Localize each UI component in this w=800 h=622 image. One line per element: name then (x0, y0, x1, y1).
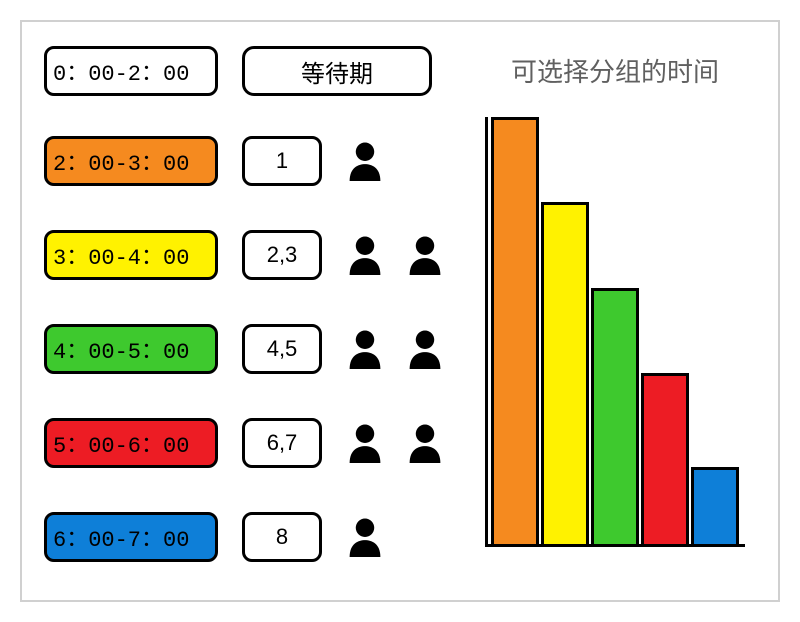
slot-row: 2：00-3：00 1 (44, 124, 474, 198)
left-column: 0：00-2：00 等待期 2：00-3：00 1 3：00-4：00 2,3 4：00… (44, 46, 474, 576)
chart-bar (691, 467, 739, 544)
person-icon (346, 235, 384, 275)
content-row: 0：00-2：00 等待期 2：00-3：00 1 3：00-4：00 2,3 4：00… (44, 46, 756, 576)
slot-value-pill: 1 (242, 136, 322, 186)
slot-people-icons (346, 329, 444, 369)
right-column: 可选择分组的时间 (474, 46, 756, 576)
chart-bar (591, 288, 639, 544)
person-icon (346, 517, 384, 557)
slot-value-pill: 4,5 (242, 324, 322, 374)
slot-value-pill: 8 (242, 512, 322, 562)
slot-time-pill: 2：00-3：00 (44, 136, 218, 186)
person-icon (406, 235, 444, 275)
chart-bar (491, 117, 539, 544)
slot-value-pill: 2,3 (242, 230, 322, 280)
person-icon (406, 329, 444, 369)
header-time-pill: 0：00-2：00 (44, 46, 218, 96)
slot-people-icons (346, 517, 384, 557)
slot-time-pill: 4：00-5：00 (44, 324, 218, 374)
chart-bar (541, 202, 589, 544)
slot-people-icons (346, 423, 444, 463)
slot-row: 4：00-5：00 4,5 (44, 312, 474, 386)
panel-frame: 0：00-2：00 等待期 2：00-3：00 1 3：00-4：00 2,3 4：00… (20, 20, 780, 602)
header-row: 0：00-2：00 等待期 (44, 46, 474, 96)
slot-time-pill: 5：00-6：00 (44, 418, 218, 468)
chart-bar (641, 373, 689, 544)
person-icon (346, 141, 384, 181)
person-icon (346, 423, 384, 463)
chart-title: 可选择分组的时间 (511, 52, 719, 89)
slot-time-pill: 6：00-7：00 (44, 512, 218, 562)
slot-people-icons (346, 235, 444, 275)
slot-people-icons (346, 141, 384, 181)
bar-chart (485, 117, 745, 547)
slot-row: 6：00-7：00 8 (44, 500, 474, 574)
slot-time-pill: 3：00-4：00 (44, 230, 218, 280)
slot-row: 5：00-6：00 6,7 (44, 406, 474, 480)
slot-value-pill: 6,7 (242, 418, 322, 468)
person-icon (346, 329, 384, 369)
status-pill: 等待期 (242, 46, 432, 96)
slots-container: 2：00-3：00 1 3：00-4：00 2,3 4：00-5：00 4,5 5：00-6… (44, 124, 474, 594)
person-icon (406, 423, 444, 463)
slot-row: 3：00-4：00 2,3 (44, 218, 474, 292)
